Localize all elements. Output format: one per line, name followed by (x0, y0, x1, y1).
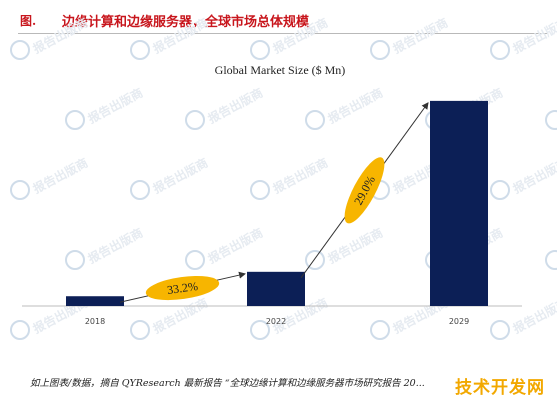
figure-title: 边缘计算和边缘服务器，全球市场总体规模 (62, 15, 310, 30)
watermark-item: 报告出版商 (250, 15, 330, 60)
watermark-item: 报告出版商 (185, 225, 265, 270)
watermark-text: 报告出版商 (510, 155, 557, 196)
chart-title: Global Market Size ($ Mn) (215, 63, 346, 77)
watermark-text: 报告出版商 (205, 225, 265, 266)
watermark-text: 报告出版商 (325, 225, 385, 266)
x-tick-label-2022: 2022 (266, 317, 286, 326)
watermark-text: 报告出版商 (85, 85, 145, 126)
watermark-item: 报告出版商 (130, 15, 210, 60)
watermark-item: 报告出版商 (65, 225, 145, 270)
growth-ellipse (145, 275, 220, 301)
growth-label: 33.2% (166, 279, 199, 297)
watermark-text: 报告出版商 (205, 85, 265, 126)
watermark-item: 报告出版商 (130, 295, 210, 340)
figure-header: 图. 边缘计算和边缘服务器，全球市场总体规模 (0, 0, 557, 34)
watermark-text: 报告出版商 (150, 15, 210, 56)
bar-2029 (430, 100, 488, 306)
bar-2018 (66, 296, 124, 306)
watermark-text: 报告出版商 (270, 15, 330, 56)
watermark-item: 报告出版商 (305, 225, 385, 270)
watermark-text: 报告出版商 (325, 85, 385, 126)
watermark-text: 报告出版商 (30, 15, 90, 56)
watermark-text: 报告出版商 (85, 225, 145, 266)
watermark-text: 报告出版商 (270, 155, 330, 196)
header-divider (18, 33, 548, 34)
watermark-item: 报告出版商 (370, 15, 450, 60)
watermark-text: 报告出版商 (150, 295, 210, 336)
watermark-item: 报告出版商 (490, 155, 557, 200)
watermark-text: 报告出版商 (510, 15, 557, 56)
watermark-item: 报告出版商 (65, 85, 145, 130)
watermark-item: 报告出版商 (490, 295, 557, 340)
figure-number: 图. (20, 14, 37, 28)
bar-2022 (247, 271, 305, 306)
growth-annotation-2: 29.0% (344, 157, 385, 224)
watermark-item: 报告出版商 (545, 250, 557, 270)
watermark-item: 报告出版商 (250, 155, 330, 200)
watermark-item: 报告出版商 (305, 85, 385, 130)
watermark-text: 报告出版商 (30, 155, 90, 196)
bars-group (66, 100, 488, 306)
watermark-item: 报告出版商 (10, 15, 90, 60)
watermark-text: 报告出版商 (390, 15, 450, 56)
watermark-item: 报告出版商 (490, 15, 557, 60)
growth-ellipse (344, 157, 385, 224)
x-tick-label-2029: 2029 (449, 317, 469, 326)
watermark-item: 报告出版商 (10, 155, 90, 200)
source-note: 如上图表/数据，摘自 QYResearch 最新报告 “全球边缘计算和边缘服务器… (30, 378, 425, 389)
growth-annotation-1: 33.2% (145, 275, 220, 301)
growth-annotations: 33.2% 29.0% (119, 102, 429, 303)
watermark-text: 报告出版商 (510, 295, 557, 336)
watermark-text: 报告出版商 (150, 155, 210, 196)
x-tick-labels: 2018 2022 2029 (85, 317, 469, 326)
watermark-item: 报告出版商 (545, 110, 557, 130)
watermark-item: 报告出版商 (185, 85, 265, 130)
x-tick-label-2018: 2018 (85, 317, 105, 326)
brand-badge: 技术开发网 (443, 374, 557, 403)
watermark-item: 报告出版商 (130, 155, 210, 200)
